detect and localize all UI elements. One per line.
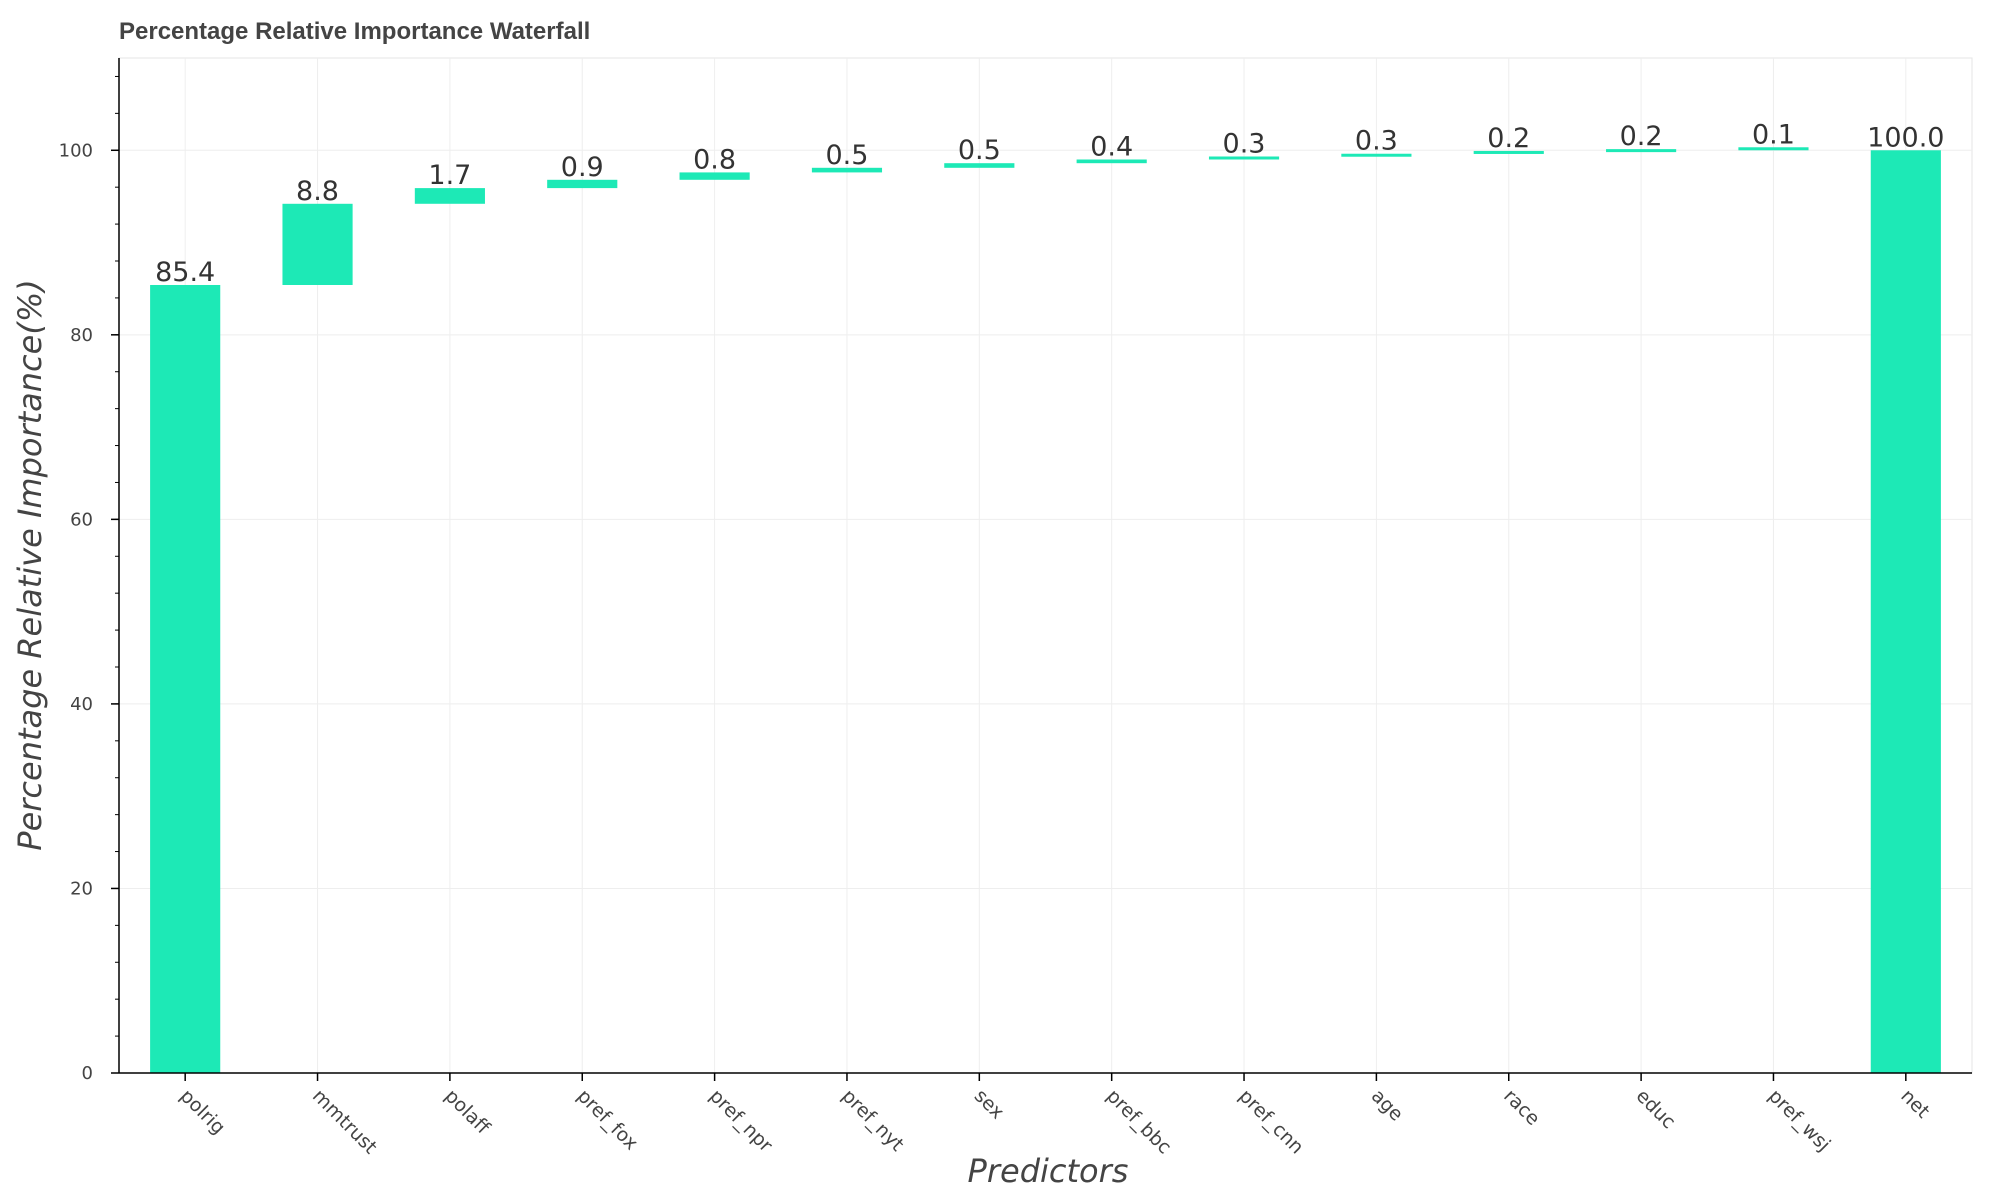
- value-label-mmtrust: 8.8: [296, 176, 339, 207]
- value-label-net: 100.0: [1867, 122, 1944, 153]
- bar-age: [1341, 153, 1412, 157]
- bar-race: [1473, 150, 1544, 154]
- value-label-educ: 0.2: [1620, 121, 1663, 152]
- bar-pref_bbc: [1076, 159, 1147, 164]
- value-label-polaff: 1.7: [428, 160, 471, 191]
- bar-pref_fox: [547, 179, 618, 189]
- value-label-pref_cnn: 0.3: [1223, 129, 1266, 160]
- bar-pref_nyt: [811, 167, 883, 173]
- bar-pref_cnn: [1208, 156, 1280, 160]
- y-tick-label: 0: [82, 1063, 93, 1084]
- value-label-sex: 0.5: [958, 135, 1001, 166]
- y-axis-label: Percentage Relative Importance(%): [11, 279, 49, 851]
- bar-pref_npr: [679, 172, 750, 180]
- x-tick-label-pref_npr: pref_npr: [705, 1085, 777, 1157]
- value-label-pref_nyt: 0.5: [825, 140, 868, 171]
- value-label-pref_bbc: 0.4: [1090, 132, 1133, 163]
- x-tick-label-race: race: [1499, 1085, 1544, 1130]
- bar-pref_wsj: [1738, 147, 1809, 151]
- x-tick-label-pref_wsj: pref_wsj: [1764, 1085, 1835, 1156]
- y-tick-label: 60: [70, 509, 93, 530]
- bar-polrig: [150, 284, 221, 1073]
- x-tick-label-polaff: polaff: [440, 1085, 494, 1139]
- x-tick-label-age: age: [1367, 1085, 1408, 1126]
- value-label-race: 0.2: [1487, 123, 1530, 154]
- x-tick-label-mmtrust: mmtrust: [308, 1085, 381, 1158]
- bar-polaff: [414, 188, 485, 204]
- y-tick-label: 40: [70, 694, 93, 715]
- x-tick-label-pref_bbc: pref_bbc: [1102, 1085, 1175, 1158]
- value-label-pref_wsj: 0.1: [1752, 119, 1795, 150]
- plot-frame: [118, 57, 1973, 1074]
- bar-educ: [1606, 149, 1677, 153]
- y-tick-label: 80: [70, 325, 93, 346]
- x-axis-label: Predictors: [967, 1152, 1129, 1190]
- x-tick-label-sex: sex: [970, 1085, 1009, 1124]
- chart-title: Percentage Relative Importance Waterfall: [119, 18, 591, 45]
- x-tick-label-pref_cnn: pref_cnn: [1235, 1085, 1308, 1158]
- value-label-polrig: 85.4: [155, 257, 215, 288]
- value-label-age: 0.3: [1355, 126, 1398, 157]
- y-tick-label: 100: [59, 140, 93, 161]
- bar-mmtrust: [282, 203, 353, 285]
- value-label-pref_npr: 0.8: [693, 144, 736, 175]
- x-tick-label-pref_nyt: pref_nyt: [837, 1085, 908, 1156]
- x-tick-label-educ: educ: [1632, 1085, 1680, 1133]
- x-tick-label-polrig: polrig: [176, 1085, 230, 1139]
- x-tick-label-pref_fox: pref_fox: [573, 1085, 643, 1155]
- x-tick-label-net: net: [1896, 1085, 1934, 1123]
- value-label-pref_fox: 0.9: [561, 152, 604, 183]
- bar-net: [1870, 150, 1941, 1074]
- y-tick-label: 20: [70, 878, 93, 899]
- bar-sex: [944, 163, 1015, 168]
